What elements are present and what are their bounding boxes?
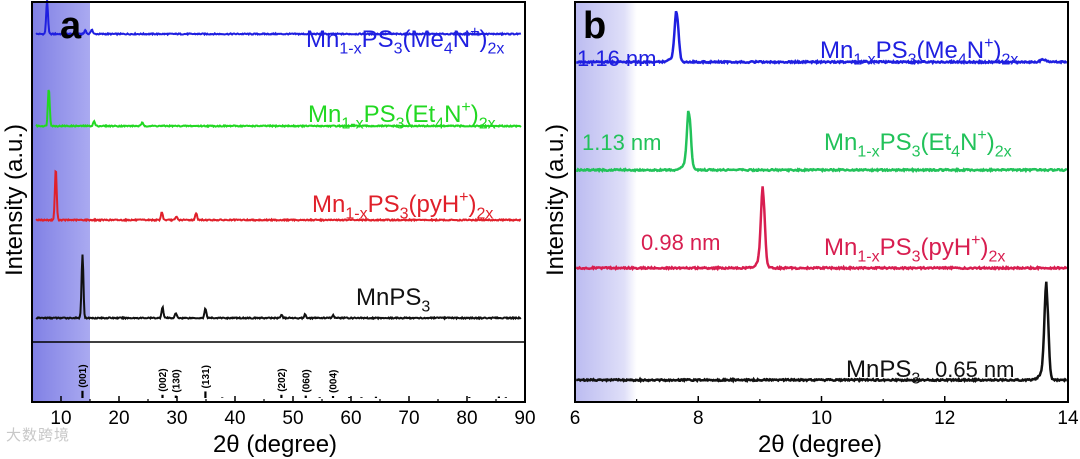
hkl-label-3: (131)	[201, 365, 212, 388]
x-tick-label-b-4: 14	[1057, 408, 1079, 429]
y-axis-label-b: Intensity (a.u.)	[542, 124, 569, 276]
panel-label-a: a	[60, 5, 82, 47]
x-tick-label-a-5: 60	[340, 408, 361, 429]
series-group-b	[575, 10, 1068, 384]
x-tick-label-b-2: 10	[811, 408, 832, 429]
d-spacing-label-3: 0.65 nm	[935, 357, 1015, 382]
series-label-b-0: Mn1-xPS3(Me4N+)2x	[820, 35, 1018, 69]
panel-label-b: b	[583, 5, 606, 47]
series-label-b-2: Mn1-xPS3(pyH+)2x	[824, 232, 1005, 266]
hkl-label-5: (202)	[277, 368, 288, 391]
hkl-label-0: (001)	[78, 364, 89, 387]
panel-a: (001) (002) (130) (131) (202) (060) (004) Mn1-…	[1, 0, 536, 458]
series-group-a	[35, 0, 522, 321]
series-labels-a: Mn1-xPS3(Me4N+)2x Mn1-xPS3(Et4N+)2x Mn1-xP…	[306, 24, 504, 316]
x-tick-label-a-7: 80	[456, 408, 477, 429]
xrd-trace-b-0	[576, 10, 1068, 66]
plot-frame-a	[31, 1, 526, 403]
x-axis-ticks-a: 10 20 30 40 50 60 70 80 90	[31, 396, 536, 429]
highlight-region-b	[575, 2, 637, 402]
x-axis-ticks-b: 6 8 10 12 14	[570, 396, 1079, 429]
x-tick-label-a-6: 70	[398, 408, 419, 429]
series-label-a-2: Mn1-xPS3(pyH+)2x	[312, 189, 493, 223]
series-label-a-3: MnPS3	[356, 284, 430, 316]
d-spacing-label-1: 1.13 nm	[582, 130, 662, 155]
x-tick-label-a-3: 40	[224, 408, 245, 429]
x-tick-label-a-2: 30	[166, 408, 187, 429]
xrd-trace-0	[35, 0, 522, 37]
x-tick-label-b-3: 12	[934, 408, 955, 429]
xrd-trace-b-1	[575, 110, 1068, 174]
x-tick-label-a-0: 10	[50, 408, 71, 429]
series-label-b-1: Mn1-xPS3(Et4N+)2x	[824, 127, 1012, 161]
xrd-trace-1	[35, 89, 522, 129]
hkl-label-8: (004)	[329, 370, 340, 393]
xrd-trace-b-3	[576, 281, 1067, 384]
d-spacing-label-2: 0.98 nm	[641, 230, 721, 255]
highlight-region-a	[32, 2, 90, 402]
watermark-text: 大数跨境	[6, 426, 71, 444]
x-tick-label-a-8: 90	[514, 408, 535, 429]
panel-b: Mn1-xPS3(Me4N+)2x 1.16 nm Mn1-xPS3(Et4N+)2…	[542, 1, 1079, 458]
series-label-a-1: Mn1-xPS3(Et4N+)2x	[308, 99, 496, 133]
y-axis-label-a: Intensity (a.u.)	[1, 124, 28, 276]
x-tick-label-a-4: 50	[282, 408, 303, 429]
series-label-a-0: Mn1-xPS3(Me4N+)2x	[306, 24, 504, 58]
xrd-trace-b-2	[575, 186, 1068, 272]
hkl-label-1: (002)	[158, 368, 169, 391]
hkl-label-6: (060)	[301, 369, 312, 392]
d-spacing-label-0: 1.16 nm	[577, 46, 657, 71]
x-axis-label-a: 2θ (degree)	[213, 431, 337, 458]
xrd-trace-3	[35, 254, 522, 321]
xrd-trace-2	[35, 169, 522, 223]
series-label-b-3: MnPS3	[846, 356, 920, 388]
hkl-label-2: (130)	[171, 369, 182, 392]
series-labels-b: Mn1-xPS3(Me4N+)2x 1.16 nm Mn1-xPS3(Et4N+)2…	[577, 35, 1018, 388]
x-tick-label-b-1: 8	[693, 408, 704, 429]
x-tick-label-a-1: 20	[108, 408, 129, 429]
x-tick-label-b-0: 6	[570, 408, 581, 429]
reference-sticks: (001) (002) (130) (131) (202) (060) (004)	[78, 364, 507, 398]
x-axis-label-b: 2θ (degree)	[758, 431, 882, 458]
